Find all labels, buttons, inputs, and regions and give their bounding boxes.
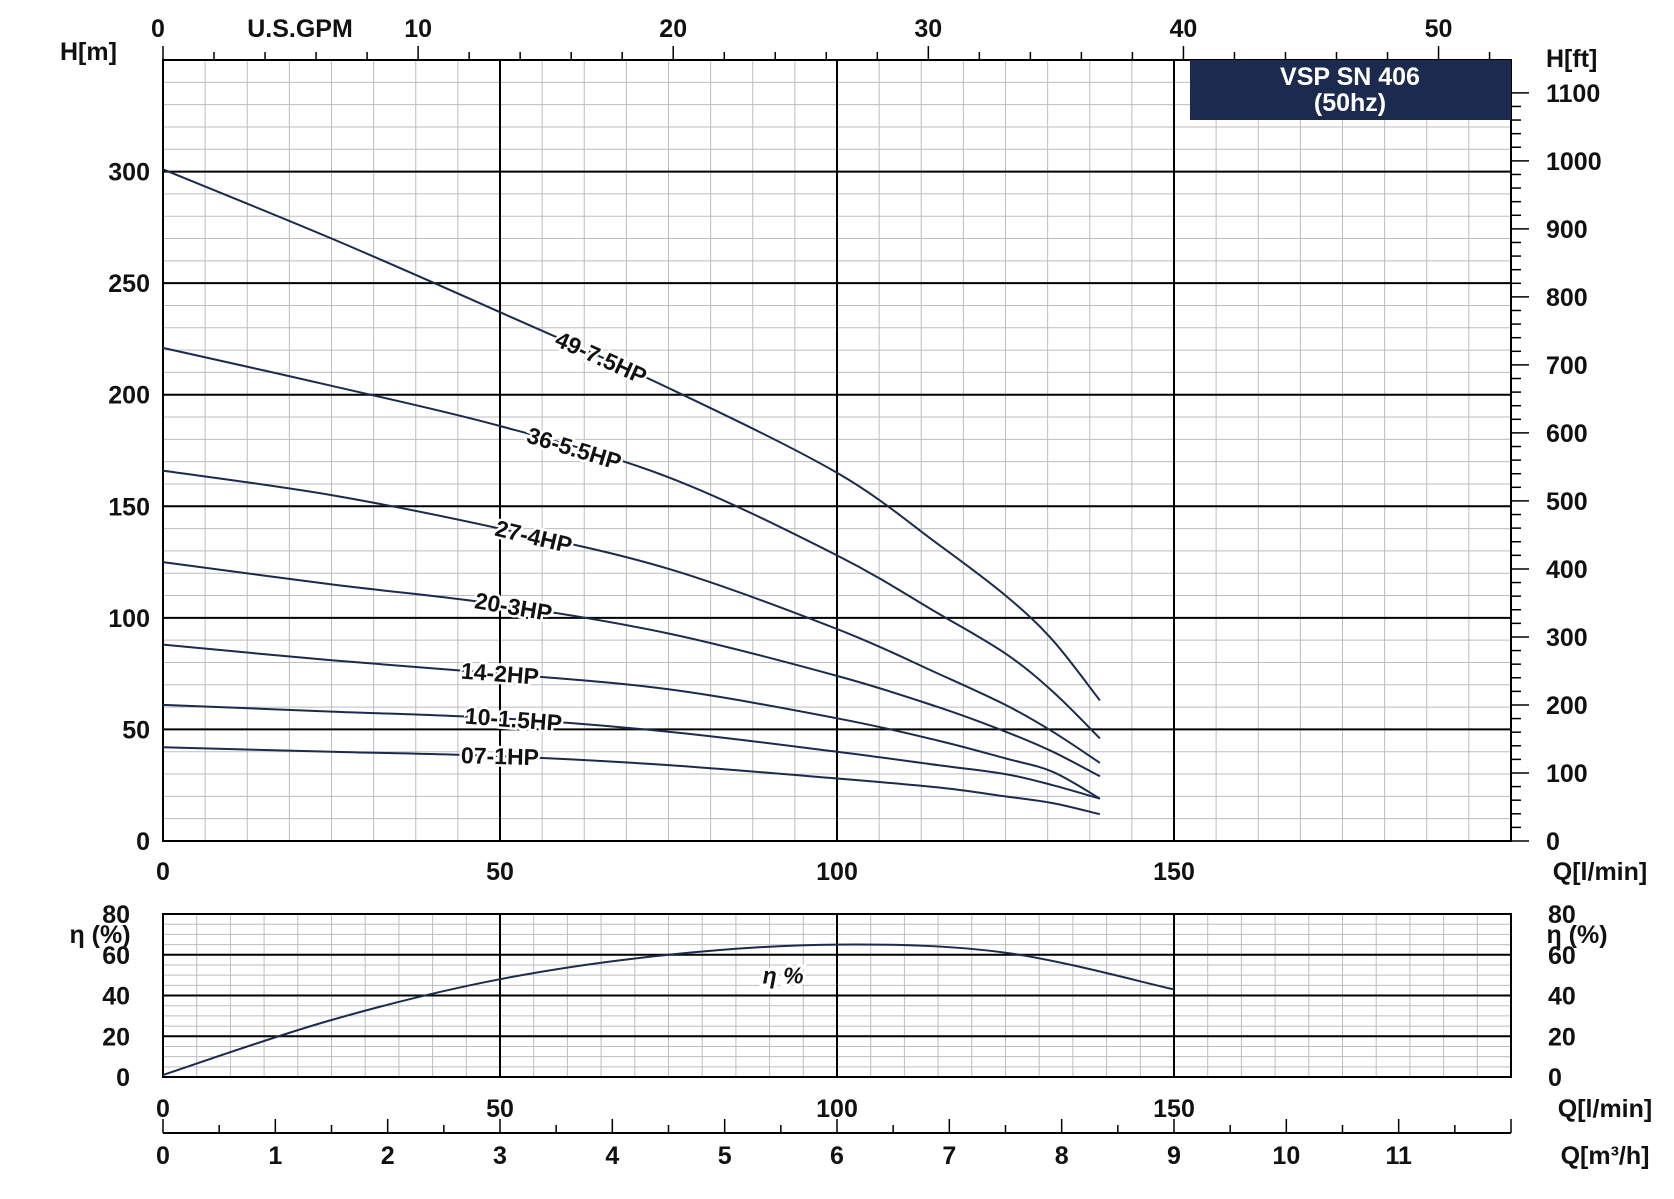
y-tick-label: 250 xyxy=(108,270,150,298)
y2-tick-label: 200 xyxy=(1546,692,1588,720)
y2-tick-label: 700 xyxy=(1546,352,1588,380)
eta-tick-label-right: 80 xyxy=(1548,901,1576,929)
m3h-tick-label: 4 xyxy=(605,1142,619,1170)
eta-tick-label-left: 20 xyxy=(102,1023,130,1051)
x-axis-label: Q[l/min] xyxy=(1553,858,1647,886)
y-tick-label: 300 xyxy=(108,159,150,187)
efficiency-curve-label: η % xyxy=(763,962,804,988)
bottom-x-tick-label: 150 xyxy=(1153,1095,1195,1123)
eta-tick-label-left: 80 xyxy=(102,901,130,929)
x2-tick-label: 30 xyxy=(914,15,942,43)
bottom-x-tick-label: 0 xyxy=(156,1095,170,1123)
m3h-tick-label: 5 xyxy=(718,1142,732,1170)
x2-axis-label: U.S.GPM xyxy=(247,15,353,43)
y-tick-label: 50 xyxy=(122,716,150,744)
x-tick-label: 0 xyxy=(156,858,170,886)
m3h-tick-label: 7 xyxy=(942,1142,956,1170)
m3h-tick-label: 8 xyxy=(1055,1142,1069,1170)
title-box xyxy=(1190,60,1511,120)
bottom-plot-border xyxy=(162,913,1512,1078)
x2-tick-label: 40 xyxy=(1170,15,1198,43)
eta-tick-label-right: 40 xyxy=(1548,983,1576,1011)
y-axis-label: H[m] xyxy=(60,38,117,66)
x-tick-label: 50 xyxy=(486,858,514,886)
eta-tick-label-left: 40 xyxy=(102,983,130,1011)
head-curve xyxy=(162,346,1101,740)
y2-tick-label: 300 xyxy=(1546,624,1588,652)
chart-subtitle: (50hz) xyxy=(1314,89,1386,117)
efficiency-curve xyxy=(162,943,1175,1076)
x2-tick-label: 50 xyxy=(1425,15,1453,43)
m3h-tick-label: 1 xyxy=(268,1142,282,1170)
head-curve xyxy=(162,469,1101,764)
eta-tick-label-right: 0 xyxy=(1548,1064,1562,1092)
eta-axis-label-right: η (%) xyxy=(1546,921,1607,949)
y-tick-label: 150 xyxy=(108,493,150,521)
y2-tick-label: 0 xyxy=(1546,828,1560,856)
y2-tick-label: 1000 xyxy=(1546,148,1602,176)
head-curve xyxy=(162,703,1101,800)
curve-label: 07-1HP xyxy=(461,742,540,770)
eta-tick-label-right: 60 xyxy=(1548,942,1576,970)
m3h-tick-label: 10 xyxy=(1272,1142,1300,1170)
m3h-tick-label: 2 xyxy=(381,1142,395,1170)
y2-tick-label: 800 xyxy=(1546,284,1588,312)
x2-tick-label: 10 xyxy=(404,15,432,43)
y2-tick-label: 400 xyxy=(1546,556,1588,584)
top-plot-border xyxy=(162,59,1512,842)
y2-tick-label: 1100 xyxy=(1546,80,1600,108)
y-tick-label: 200 xyxy=(108,382,150,410)
y2-tick-label: 500 xyxy=(1546,488,1588,516)
bottom-x-tick-label: 50 xyxy=(486,1095,514,1123)
bottom-x-axis-label: Q[l/min] xyxy=(1558,1095,1652,1123)
chart-title: VSP SN 406 xyxy=(1280,63,1420,91)
eta-tick-label-left: 60 xyxy=(102,942,130,970)
eta-axis-label-left: η (%) xyxy=(69,921,130,949)
x-tick-label: 100 xyxy=(816,858,858,886)
y-tick-label: 0 xyxy=(136,828,150,856)
y-tick-label: 100 xyxy=(108,605,150,633)
head-curve xyxy=(162,643,1101,800)
m3h-tick-label: 3 xyxy=(493,1142,507,1170)
head-curve xyxy=(162,168,1101,702)
y2-tick-label: 600 xyxy=(1546,420,1588,448)
m3h-tick-label: 0 xyxy=(156,1142,170,1170)
y2-axis-label: H[ft] xyxy=(1546,45,1597,73)
bottom-x-tick-label: 100 xyxy=(816,1095,858,1123)
eta-tick-label-left: 0 xyxy=(116,1064,130,1092)
head-curve xyxy=(162,561,1101,778)
m3h-tick-label: 6 xyxy=(830,1142,844,1170)
y2-tick-label: 100 xyxy=(1546,760,1588,788)
m3h-tick-label: 11 xyxy=(1385,1142,1412,1170)
m3h-tick-label: 9 xyxy=(1167,1142,1181,1170)
m3h-axis-label: Q[m³/h] xyxy=(1561,1142,1650,1170)
x2-tick-label: 20 xyxy=(659,15,687,43)
y2-tick-label: 900 xyxy=(1546,216,1588,244)
x-tick-label: 150 xyxy=(1153,858,1195,886)
eta-tick-label-right: 20 xyxy=(1548,1023,1576,1051)
head-curve xyxy=(162,746,1101,816)
x2-tick-label: 0 xyxy=(151,15,165,43)
